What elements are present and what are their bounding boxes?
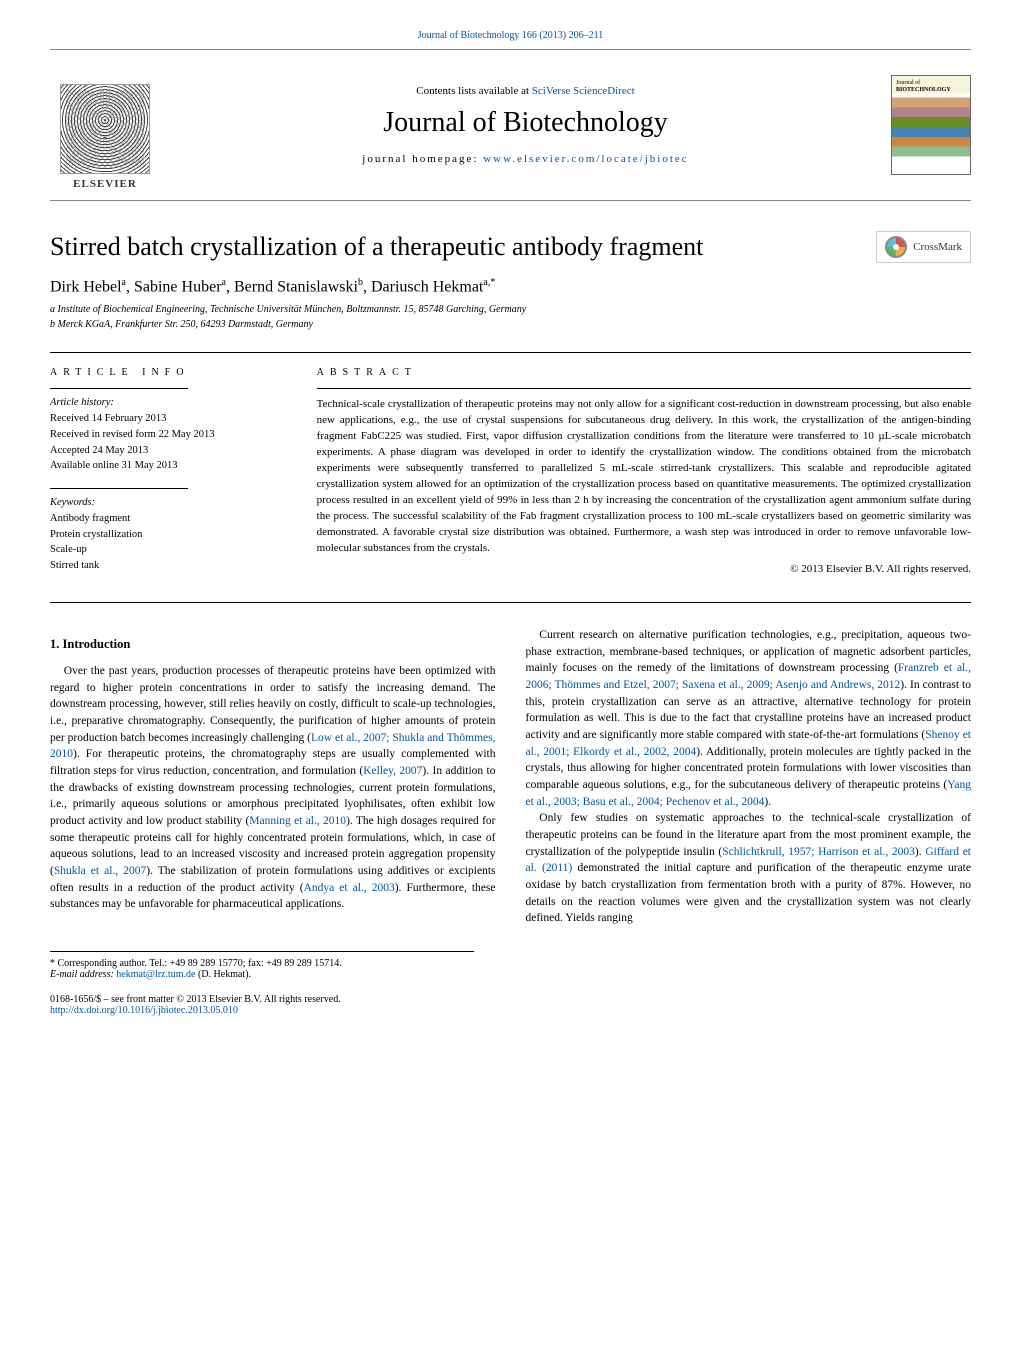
p3b: ).: [915, 846, 925, 858]
contents-prefix: Contents lists available at: [416, 85, 531, 97]
article-title: Stirred batch crystallization of a thera…: [50, 231, 703, 262]
history-3: Accepted 24 May 2013: [50, 443, 281, 459]
contents-line: Contents lists available at SciVerse Sci…: [180, 85, 871, 97]
affiliations: a Institute of Biochemical Engineering, …: [50, 302, 971, 332]
journal-header: ELSEVIER Contents lists available at Sci…: [50, 60, 971, 190]
ref-manning[interactable]: Manning et al., 2010: [249, 815, 346, 827]
crossmark-badge[interactable]: CrossMark: [876, 231, 971, 263]
homepage-link[interactable]: www.elsevier.com/locate/jbiotec: [483, 153, 688, 165]
intro-para-3: Only few studies on systematic approache…: [526, 810, 972, 927]
crossmark-label: CrossMark: [913, 241, 962, 253]
author-2-sup: a: [222, 277, 226, 288]
keywords-block: Keywords: Antibody fragment Protein crys…: [50, 495, 281, 574]
ref-shukla2007[interactable]: Shukla et al., 2007: [54, 865, 146, 877]
journal-center: Contents lists available at SciVerse Sci…: [180, 85, 871, 165]
intro-para-2: Current research on alternative purifica…: [526, 627, 972, 810]
keyword-3: Scale-up: [50, 542, 281, 558]
issn-line: 0168-1656/$ – see front matter © 2013 El…: [50, 994, 971, 1005]
author-3: Bernd Stanislawski: [234, 278, 358, 295]
keyword-4: Stirred tank: [50, 558, 281, 574]
abstract-copyright: © 2013 Elsevier B.V. All rights reserved…: [317, 563, 971, 575]
author-4-sup: a,*: [483, 277, 495, 288]
email-line: E-mail address: hekmat@lrz.tum.de (D. He…: [50, 969, 474, 980]
article-info-col: ARTICLE INFO Article history: Received 1…: [50, 353, 299, 602]
journal-homepage: journal homepage: www.elsevier.com/locat…: [180, 153, 871, 165]
journal-cover-thumb: [891, 75, 971, 175]
journal-name: Journal of Biotechnology: [180, 107, 871, 139]
ref-schlichtkrull-harrison[interactable]: Schlichtkrull, 1957; Harrison et al., 20…: [722, 846, 915, 858]
keywords-label: Keywords:: [50, 495, 281, 511]
info-abstract-block: ARTICLE INFO Article history: Received 1…: [50, 352, 971, 603]
keyword-1: Antibody fragment: [50, 511, 281, 527]
email-link[interactable]: hekmat@lrz.tum.de: [116, 969, 195, 980]
footnotes: * Corresponding author. Tel.: +49 89 289…: [50, 951, 474, 980]
abstract-label: ABSTRACT: [317, 367, 971, 378]
p2d: ).: [764, 796, 771, 808]
author-2: Sabine Huber: [134, 278, 222, 295]
corresponding-author: * Corresponding author. Tel.: +49 89 289…: [50, 958, 474, 969]
keyword-2: Protein crystallization: [50, 527, 281, 543]
author-3-sup: b: [358, 277, 363, 288]
crossmark-icon: [885, 236, 907, 258]
elsevier-logo: ELSEVIER: [50, 60, 160, 190]
article-history: Article history: Received 14 February 20…: [50, 395, 281, 474]
affiliation-a: a Institute of Biochemical Engineering, …: [50, 302, 971, 317]
top-citation: Journal of Biotechnology 166 (2013) 206–…: [50, 30, 971, 41]
intro-para-1: Over the past years, production processe…: [50, 663, 496, 913]
email-suffix: (D. Hekmat).: [195, 969, 251, 980]
article-info-label: ARTICLE INFO: [50, 367, 281, 378]
email-label: E-mail address:: [50, 969, 116, 980]
history-label: Article history:: [50, 395, 281, 411]
abstract-rule: [317, 388, 971, 389]
affiliation-b: b Merck KGaA, Frankfurter Str. 250, 6429…: [50, 317, 971, 332]
bottom-meta: 0168-1656/$ – see front matter © 2013 El…: [50, 994, 971, 1016]
heading-introduction: 1. Introduction: [50, 635, 496, 653]
ref-andya[interactable]: Andya et al., 2003: [304, 882, 395, 894]
doi-link[interactable]: http://dx.doi.org/10.1016/j.jbiotec.2013…: [50, 1005, 238, 1016]
history-4: Available online 31 May 2013: [50, 458, 281, 474]
top-citation-link[interactable]: Journal of Biotechnology 166 (2013) 206–…: [418, 30, 603, 41]
rule-top: [50, 49, 971, 50]
elsevier-label: ELSEVIER: [73, 178, 137, 190]
history-2: Received in revised form 22 May 2013: [50, 427, 281, 443]
rule-below-header: [50, 200, 971, 201]
abstract-col: ABSTRACT Technical-scale crystallization…: [299, 353, 971, 602]
author-4: Dariusch Hekmat: [371, 278, 483, 295]
elsevier-tree-icon: [60, 84, 150, 174]
ref-kelley[interactable]: Kelley, 2007: [363, 765, 422, 777]
sciencedirect-link[interactable]: SciVerse ScienceDirect: [532, 85, 635, 97]
authors-line: Dirk Hebela, Sabine Hubera, Bernd Stanis…: [50, 277, 971, 296]
abstract-text: Technical-scale crystallization of thera…: [317, 397, 971, 556]
p3c: demonstrated the initial capture and pur…: [526, 862, 972, 924]
body-columns: 1. Introduction Over the past years, pro…: [50, 627, 971, 927]
author-1: Dirk Hebel: [50, 278, 122, 295]
info-rule-2: [50, 488, 188, 489]
author-1-sup: a: [122, 277, 126, 288]
info-rule-1: [50, 388, 188, 389]
homepage-prefix: journal homepage:: [362, 153, 483, 165]
history-1: Received 14 February 2013: [50, 411, 281, 427]
